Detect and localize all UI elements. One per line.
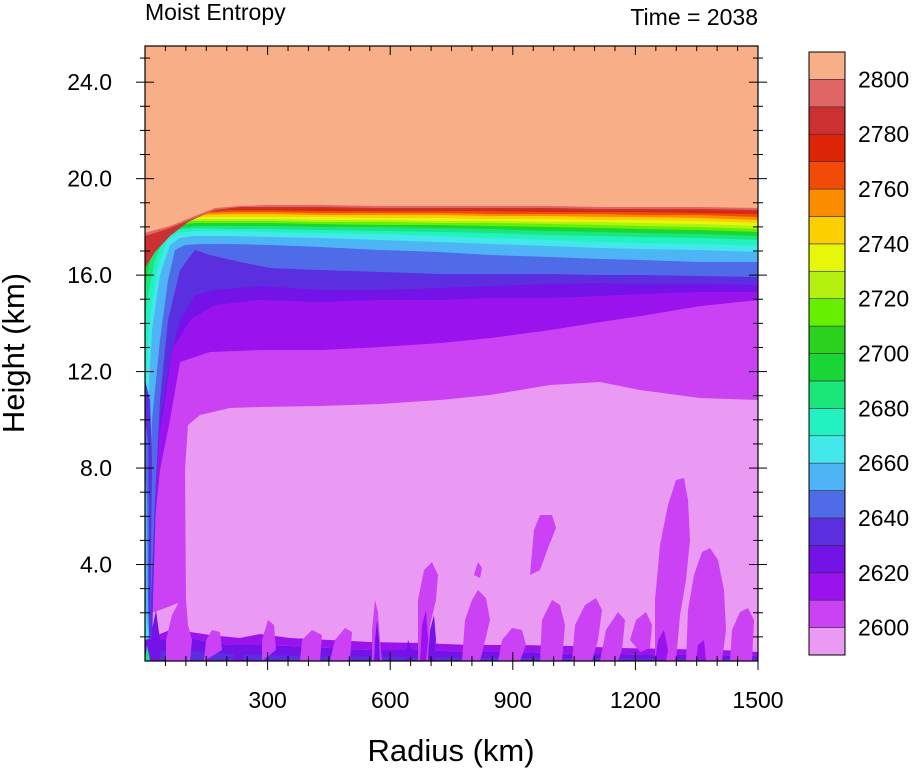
colorbar-swatch bbox=[808, 517, 846, 546]
colorbar-label: 2760 bbox=[858, 176, 909, 202]
colorbar-swatch bbox=[808, 545, 846, 574]
x-tick-label: 1200 bbox=[610, 687, 661, 713]
y-tick-label: 4.0 bbox=[80, 552, 112, 578]
x-tick-label: 600 bbox=[371, 687, 409, 713]
y-tick-label: 12.0 bbox=[67, 359, 112, 385]
colorbar-label: 2660 bbox=[858, 450, 909, 476]
colorbar-label: 2740 bbox=[858, 231, 909, 257]
colorbar-swatch bbox=[808, 572, 846, 601]
colorbar-swatch bbox=[808, 188, 846, 217]
colorbar-swatch bbox=[808, 380, 846, 409]
colorbar-swatch bbox=[808, 161, 846, 190]
contour-field bbox=[145, 46, 758, 661]
x-axis: 300 600 900 1200 1500 bbox=[164, 46, 784, 713]
colorbar-swatch bbox=[808, 435, 846, 464]
chart-title-right: Time = 2038 bbox=[630, 4, 758, 30]
colorbar-label: 2700 bbox=[858, 341, 909, 367]
convective-plumes bbox=[166, 478, 754, 661]
y-tick-label: 16.0 bbox=[67, 262, 112, 288]
colorbar-swatch bbox=[808, 627, 846, 656]
x-axis-label: Radius (km) bbox=[367, 733, 534, 768]
colorbar-swatch bbox=[808, 106, 846, 135]
y-axis: 4.0 8.0 12.0 16.0 20.0 24.0 bbox=[67, 57, 767, 638]
colorbar-swatch bbox=[808, 490, 846, 519]
colorbar-swatch bbox=[808, 133, 846, 162]
colorbar-label: 2640 bbox=[858, 505, 909, 531]
colorbar-swatch bbox=[808, 325, 846, 354]
colorbar-swatch bbox=[808, 79, 846, 108]
colorbar-swatch bbox=[808, 298, 846, 327]
y-axis-label: Height (km) bbox=[0, 273, 31, 433]
colorbar-swatch bbox=[808, 408, 846, 437]
colorbar-frame bbox=[808, 51, 846, 656]
colorbar-swatch bbox=[808, 270, 846, 299]
colorbar: 2600 2620 2640 2660 2680 2700 2720 2740 2760 2780… bbox=[808, 51, 909, 656]
y-tick-label: 8.0 bbox=[80, 455, 112, 481]
x-tick-label: 900 bbox=[494, 687, 532, 713]
y-tick-label: 20.0 bbox=[67, 166, 112, 192]
region-stratosphere bbox=[145, 46, 758, 233]
x-tick-label: 1500 bbox=[732, 687, 783, 713]
colorbar-swatch bbox=[808, 243, 846, 272]
y-tick-label: 24.0 bbox=[67, 69, 112, 95]
colorbar-swatch bbox=[808, 216, 846, 245]
colorbar-label: 2800 bbox=[858, 66, 909, 92]
colorbar-swatch bbox=[808, 51, 846, 80]
colorbar-label: 2600 bbox=[858, 615, 909, 641]
colorbar-label: 2720 bbox=[858, 286, 909, 312]
colorbar-swatch bbox=[808, 353, 846, 382]
x-tick-label: 300 bbox=[248, 687, 286, 713]
colorbar-label: 2780 bbox=[858, 121, 909, 147]
colorbar-swatch bbox=[808, 599, 846, 628]
colorbar-label: 2620 bbox=[858, 560, 909, 586]
chart-title-left: Moist Entropy bbox=[145, 0, 286, 25]
colorbar-label: 2680 bbox=[858, 395, 909, 421]
colorbar-swatch bbox=[808, 462, 846, 491]
